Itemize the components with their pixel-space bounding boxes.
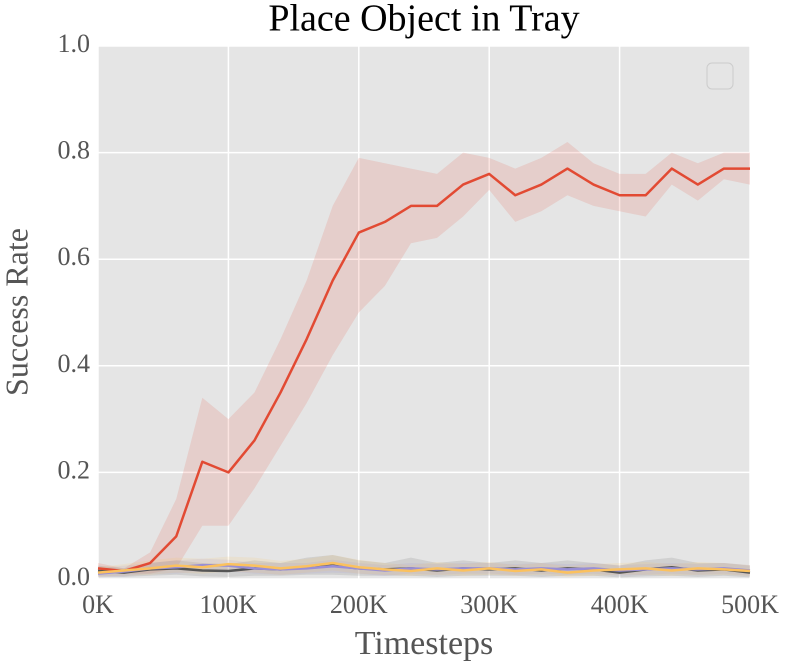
x-axis-label: Timesteps <box>355 625 494 662</box>
x-tick-label: 500K <box>721 590 779 619</box>
confidence-band <box>98 141 750 574</box>
y-tick-label: 0.0 <box>58 562 91 591</box>
x-tick-label: 300K <box>460 590 518 619</box>
y-tick-label: 0.6 <box>58 242 91 271</box>
x-tick-label: 200K <box>330 590 388 619</box>
chart-title: Place Object in Tray <box>268 0 579 40</box>
lines <box>97 167 751 575</box>
y-tick-label: 1.0 <box>58 29 91 58</box>
plot-area <box>98 46 750 579</box>
x-tick-label: 400K <box>591 590 649 619</box>
ticks: 0.0 0.2 0.4 0.6 0.8 1.0 0K 100K 200K 300K 400K 500K <box>58 29 780 619</box>
x-tick-label: 0K <box>82 590 114 619</box>
series-line <box>97 561 751 574</box>
legend-box <box>706 62 734 90</box>
series-line <box>97 167 750 573</box>
y-tick-label: 0.2 <box>58 455 91 484</box>
legend <box>706 62 734 90</box>
y-tick-label: 0.4 <box>58 349 91 378</box>
grid <box>97 45 751 580</box>
y-axis-label: Success Rate <box>0 228 34 396</box>
y-tick-label: 0.8 <box>58 136 91 165</box>
x-tick-label: 100K <box>200 590 258 619</box>
